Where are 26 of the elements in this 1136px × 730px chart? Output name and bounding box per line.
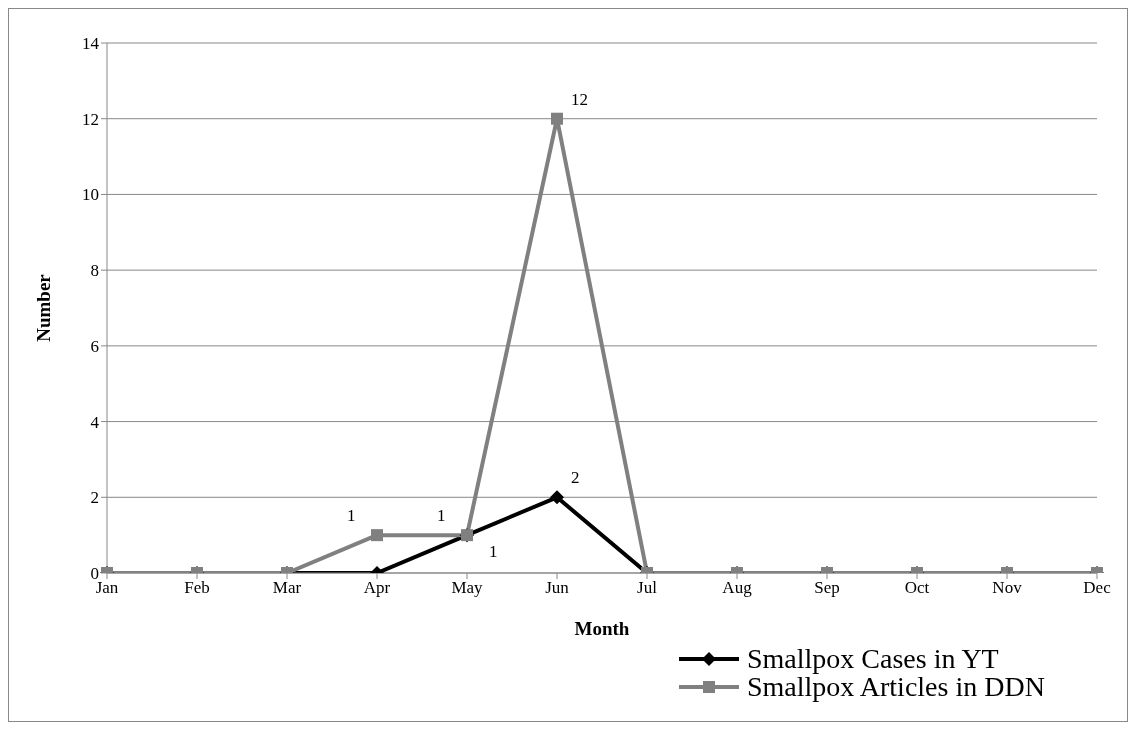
y-tick-label: 6 — [90, 336, 99, 356]
y-axis-title: Number — [32, 273, 54, 342]
x-tick-label: Sep — [814, 578, 840, 598]
y-tick-label: 2 — [90, 488, 99, 508]
data-label: 1 — [437, 506, 446, 526]
x-tick-label: Mar — [272, 578, 302, 598]
x-axis-title: Month — [574, 618, 630, 639]
data-label: 1 — [347, 506, 356, 526]
y-tick-label: 10 — [82, 185, 99, 205]
x-tick-label: Nov — [992, 578, 1023, 598]
x-tick-label: Aug — [722, 578, 753, 598]
x-tick-label: Apr — [363, 578, 391, 598]
x-tick-label: Dec — [1083, 578, 1112, 598]
y-tick-label: 4 — [90, 412, 100, 432]
data-label: 2 — [571, 468, 580, 488]
x-tick-label: Oct — [904, 578, 930, 598]
y-tick-label: 14 — [82, 34, 100, 54]
y-tick-label: 8 — [90, 261, 99, 281]
data-label: 1 — [489, 542, 498, 562]
x-tick-label: Jun — [545, 578, 570, 598]
legend-label: Smallpox Cases in YT — [747, 643, 999, 674]
y-tick-label: 12 — [82, 109, 99, 129]
x-tick-label: May — [451, 578, 484, 598]
x-tick-label: Jul — [637, 578, 658, 598]
x-tick-label: Feb — [184, 578, 210, 598]
data-label: 12 — [571, 89, 588, 109]
